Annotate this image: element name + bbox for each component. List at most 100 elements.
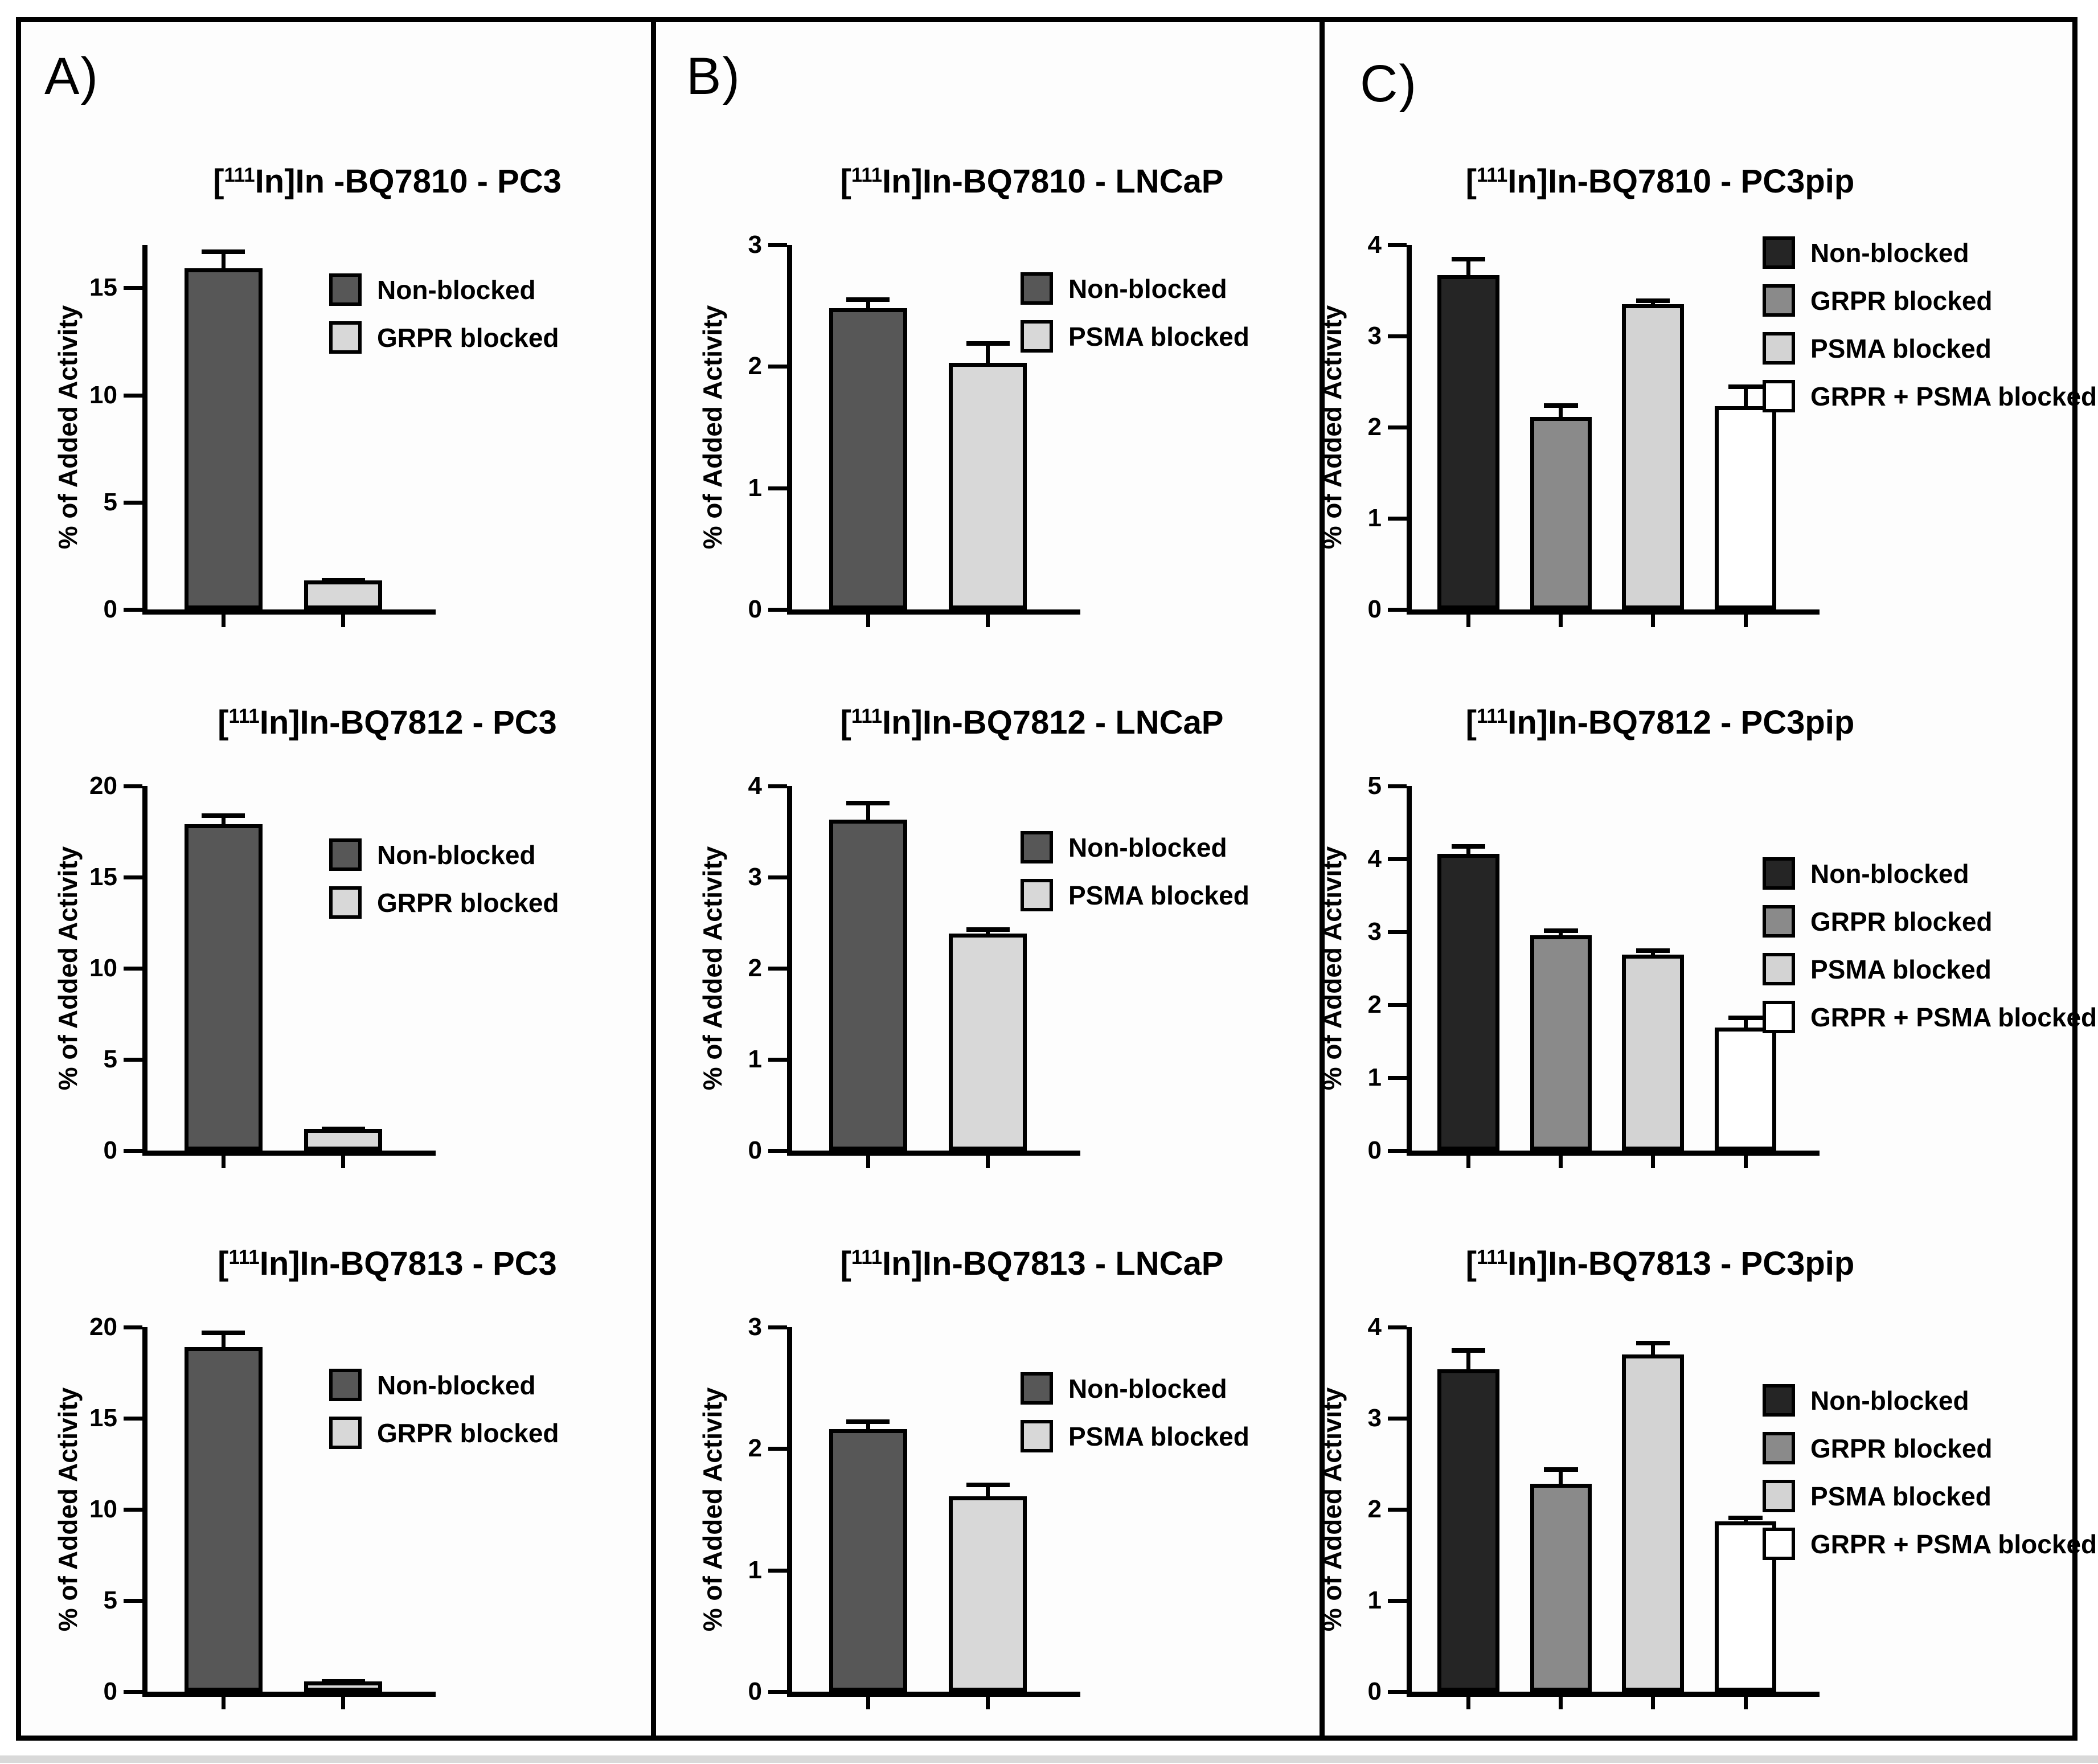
panel-divider-ab	[651, 17, 656, 1741]
y-tick	[1388, 334, 1407, 338]
y-tick	[124, 608, 142, 612]
x-axis	[1407, 1151, 1820, 1156]
legend-swatch	[1763, 905, 1795, 938]
y-axis	[787, 786, 792, 1156]
y-tick	[768, 784, 787, 788]
chart-title: [111In]In -BQ7810 - PC3	[213, 163, 562, 200]
y-tick	[1388, 1599, 1407, 1603]
y-tick	[1388, 243, 1407, 247]
error-bar-whisker	[221, 813, 226, 825]
chart-title: [111In]In-BQ7813 - LNCaP	[840, 1245, 1224, 1282]
isotope-superscript: 111	[1477, 1246, 1508, 1268]
x-tick	[221, 1697, 226, 1709]
y-tick	[124, 1417, 142, 1421]
legend-swatch	[1763, 1432, 1795, 1464]
y-tick	[1388, 1149, 1407, 1153]
bar-non-blocked	[184, 268, 263, 609]
legend-swatch	[329, 886, 362, 919]
x-tick	[986, 615, 990, 627]
legend-label: GRPR blocked	[1810, 906, 1993, 936]
bar-grpr-blocked	[1530, 417, 1592, 609]
bottom-edge-strip	[0, 1755, 2098, 1763]
chart-A2: [111In]In-BQ7812 - PC3% of Added Activit…	[34, 689, 809, 1202]
legend-entry: Non-blocked	[1763, 1384, 2097, 1417]
x-axis	[142, 609, 436, 615]
bar-non-blocked	[829, 820, 907, 1151]
y-tick-label: 10	[89, 380, 117, 409]
bar-grpr-blocked	[1530, 1484, 1592, 1692]
y-tick-label: 20	[89, 772, 117, 800]
legend-entry: Non-blocked	[329, 838, 559, 871]
isotope-superscript: 111	[228, 705, 260, 727]
bar-non-blocked	[1437, 854, 1499, 1151]
legend: Non-blocked PSMA blocked	[1021, 831, 1249, 927]
y-tick-label: 0	[1367, 1677, 1382, 1705]
legend-label: PSMA blocked	[1810, 1481, 1992, 1511]
y-tick-label: 15	[89, 1404, 117, 1432]
bar-psma-blocked	[1622, 304, 1684, 609]
error-bar-whisker	[866, 297, 870, 308]
y-tick	[1388, 517, 1407, 521]
legend-label: PSMA blocked	[1068, 321, 1249, 351]
y-tick-label: 1	[1367, 1063, 1382, 1091]
x-tick	[1559, 1156, 1563, 1168]
error-bar-whisker	[1559, 1467, 1563, 1484]
error-bar-cap	[1636, 948, 1670, 953]
chart-B1: [111In]In-BQ7810 - LNCaP % of Added Activ…	[679, 148, 1453, 661]
legend-label: GRPR blocked	[377, 1418, 559, 1448]
y-tick-label: 2	[748, 1434, 762, 1463]
x-tick	[866, 1697, 870, 1709]
panel-label-a: A)	[44, 47, 99, 105]
y-axis	[1407, 1327, 1412, 1697]
legend-swatch	[1021, 831, 1053, 863]
legend-swatch	[329, 838, 362, 871]
legend-entry: GRPR blocked	[329, 886, 559, 919]
legend-swatch	[1763, 284, 1795, 317]
legend-entry: GRPR blocked	[1763, 905, 2097, 938]
legend-entry: PSMA blocked	[1021, 320, 1249, 353]
error-bar-whisker	[1466, 844, 1470, 854]
y-tick	[124, 784, 142, 788]
isotope-superscript: 111	[224, 163, 255, 186]
chart-C3: [111In]In-BQ7813 - PC3pip% of Added Acti…	[1298, 1230, 2097, 1743]
bar-psma-blocked	[949, 362, 1027, 609]
y-tick	[1388, 608, 1407, 612]
y-axis-label: % of Added Activity	[1317, 846, 1347, 1091]
y-tick-label: 3	[748, 863, 762, 891]
x-tick	[1651, 1697, 1656, 1709]
y-axis-label: % of Added Activity	[698, 305, 727, 550]
y-axis	[787, 245, 792, 615]
y-tick	[1388, 1508, 1407, 1512]
error-bar-cap	[1544, 928, 1578, 933]
y-tick	[124, 500, 142, 505]
bar-non-blocked	[184, 824, 263, 1151]
plot-area: 0 5 10 15 20	[89, 1315, 436, 1709]
legend-entry: GRPR blocked	[329, 321, 559, 354]
legend-label: GRPR + PSMA blocked	[1810, 1529, 2097, 1559]
y-tick	[768, 243, 787, 247]
isotope-superscript: 111	[851, 163, 883, 186]
x-tick	[1559, 1697, 1563, 1709]
x-axis	[787, 609, 1080, 615]
error-bar-whisker	[1743, 1016, 1748, 1028]
y-tick-label: 0	[1367, 1136, 1382, 1164]
y-tick-label: 5	[103, 1045, 117, 1073]
y-tick-label: 4	[748, 772, 762, 800]
legend: Non-blocked GRPR blocked	[329, 838, 559, 934]
y-tick-label: 10	[89, 954, 117, 982]
bar-psma-blocked	[1622, 1354, 1684, 1692]
y-axis	[142, 786, 147, 1156]
chart-title: [111In]In-BQ7810 - LNCaP	[840, 163, 1224, 200]
error-bar-whisker	[1743, 384, 1748, 407]
bar-grpr-blocked	[304, 1128, 383, 1151]
x-tick	[866, 615, 870, 627]
y-axis	[142, 1327, 147, 1697]
legend-entry: PSMA blocked	[1021, 1420, 1249, 1452]
plot-area: 0 1 2 3	[748, 1315, 1080, 1709]
y-tick-label: 4	[1367, 845, 1382, 873]
y-tick	[768, 1058, 787, 1062]
legend-entry: Non-blocked	[1021, 272, 1249, 305]
bar-non-blocked	[1437, 275, 1499, 609]
y-tick	[124, 1325, 142, 1329]
